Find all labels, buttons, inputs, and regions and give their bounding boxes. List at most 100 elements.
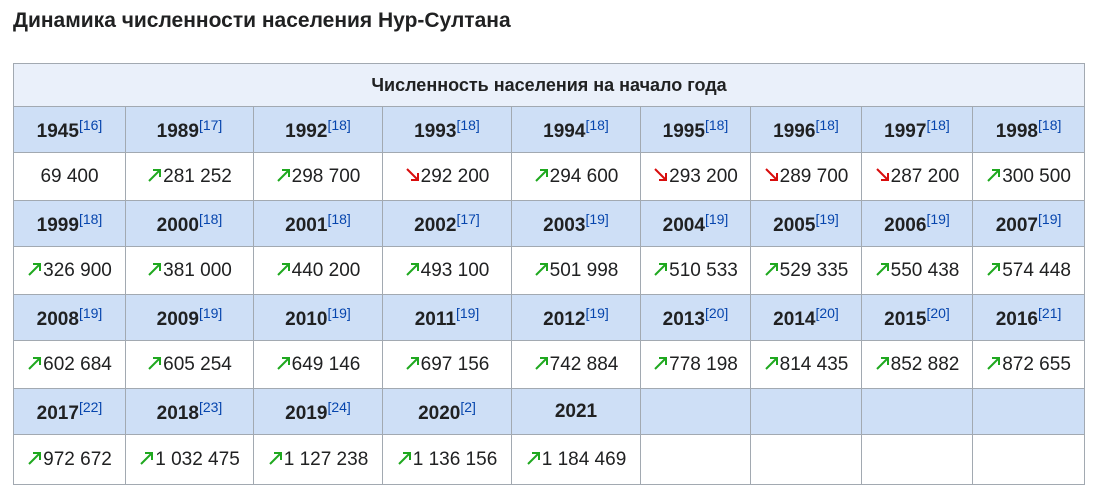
- year-cell: 2013[20]: [640, 294, 751, 341]
- year: 2019: [285, 402, 328, 424]
- trend-arrow-up: [148, 356, 162, 370]
- trend-arrow-up: [405, 262, 419, 276]
- year-cell: 1997[18]: [861, 106, 973, 153]
- value-cell: 1 184 469: [511, 434, 641, 485]
- reference-link[interactable]: [17]: [456, 210, 480, 227]
- reference-link[interactable]: [24]: [327, 398, 351, 415]
- year-cell: 2002[17]: [382, 200, 512, 247]
- reference-link[interactable]: [18]: [456, 116, 480, 133]
- reference-link[interactable]: [20]: [704, 304, 729, 321]
- value-cell: 1 127 238: [253, 434, 383, 485]
- year-cell: 2008[19]: [13, 294, 126, 341]
- reference-link[interactable]: [19]: [78, 304, 103, 321]
- population: 293 200: [669, 165, 738, 187]
- year: 2003: [543, 214, 586, 236]
- reference-link[interactable]: [18]: [327, 116, 351, 133]
- reference-link[interactable]: [18]: [327, 210, 351, 227]
- reference-link[interactable]: [19]: [815, 210, 839, 227]
- reference-link[interactable]: [2]: [460, 398, 476, 415]
- trend-arrow-down: [654, 167, 668, 181]
- trend-arrow-up: [987, 262, 1001, 276]
- year-cell: [861, 388, 973, 435]
- trend-arrow-up: [140, 451, 154, 465]
- population: 872 655: [1002, 353, 1071, 375]
- year: 2015: [884, 308, 927, 330]
- reference-link[interactable]: [18]: [1038, 116, 1062, 133]
- reference-link[interactable]: [18]: [198, 210, 223, 227]
- value-cell: 872 655: [971, 340, 1086, 389]
- population: 550 438: [890, 259, 960, 281]
- reference-link[interactable]: [19]: [327, 304, 351, 321]
- reference-link[interactable]: [19]: [455, 304, 480, 321]
- value-cell: 69 400: [13, 152, 126, 201]
- year: 1995: [662, 120, 705, 142]
- year-cell: 1992[18]: [253, 106, 383, 153]
- reference-link[interactable]: [19]: [926, 210, 950, 227]
- reference-link[interactable]: [19]: [1038, 210, 1062, 227]
- value-cell: 602 684: [13, 340, 126, 389]
- year: 2017: [36, 402, 79, 424]
- reference-link[interactable]: [16]: [78, 116, 103, 133]
- reference-link[interactable]: [20]: [926, 304, 950, 321]
- population: 1 136 156: [412, 448, 498, 470]
- reference-link[interactable]: [19]: [585, 304, 609, 321]
- reference-link[interactable]: [19]: [585, 210, 609, 227]
- population: 529 335: [779, 259, 849, 281]
- year-cell: 1998[18]: [971, 106, 1086, 153]
- population: 649 146: [291, 353, 361, 375]
- year-cell: 2006[19]: [861, 200, 973, 247]
- year-cell: 2019[24]: [253, 388, 383, 435]
- population: 289 700: [779, 165, 849, 187]
- population: 1 127 238: [283, 448, 369, 470]
- year-cell: 1995[18]: [640, 106, 751, 153]
- reference-link[interactable]: [19]: [704, 210, 729, 227]
- trend-arrow-up: [276, 356, 290, 370]
- value-cell: 814 435: [750, 340, 862, 389]
- year-cell: 2010[19]: [253, 294, 383, 341]
- population: 326 900: [43, 259, 112, 281]
- year-cell: 2014[20]: [750, 294, 862, 341]
- trend-arrow-up: [28, 356, 42, 370]
- year: 2010: [285, 308, 328, 330]
- value-row: 326 900 381 000 440 200 493 100 501 998 510 5…: [13, 246, 1086, 295]
- value-cell: 501 998: [511, 246, 641, 295]
- value-cell: [640, 434, 751, 485]
- trend-arrow-down: [875, 167, 889, 181]
- value-cell: 294 600: [511, 152, 641, 201]
- population: 381 000: [163, 259, 232, 281]
- caption-row: Численность населения на начало года: [12, 63, 1086, 107]
- reference-link[interactable]: [18]: [585, 116, 609, 133]
- year-cell: 2012[19]: [511, 294, 641, 341]
- population: 697 156: [420, 353, 490, 375]
- trend-arrow-up: [875, 356, 889, 370]
- reference-link[interactable]: [18]: [926, 116, 950, 133]
- reference-link[interactable]: [18]: [78, 210, 103, 227]
- year-cell: 2001[18]: [253, 200, 383, 247]
- reference-link[interactable]: [20]: [815, 304, 839, 321]
- population: 605 254: [163, 353, 232, 375]
- year: 1993: [414, 120, 457, 142]
- reference-link[interactable]: [22]: [78, 398, 103, 415]
- year: 2016: [995, 308, 1039, 330]
- trend-arrow-up: [654, 262, 668, 276]
- value-cell: 293 200: [640, 152, 751, 201]
- trend-arrow-up: [28, 262, 42, 276]
- population: 281 252: [163, 165, 232, 187]
- reference-link[interactable]: [18]: [704, 116, 729, 133]
- year-cell: 2004[19]: [640, 200, 751, 247]
- reference-link[interactable]: [17]: [198, 116, 223, 133]
- year-cell: 2005[19]: [750, 200, 862, 247]
- year-cell: 1993[18]: [382, 106, 512, 153]
- reference-link[interactable]: [23]: [198, 398, 223, 415]
- year-cell: 1999[18]: [13, 200, 126, 247]
- year-cell: [971, 388, 1086, 435]
- trend-arrow-down: [764, 167, 778, 181]
- reference-link[interactable]: [21]: [1038, 304, 1062, 321]
- value-cell: 381 000: [125, 246, 254, 295]
- value-cell: 289 700: [750, 152, 862, 201]
- population: 69 400: [40, 165, 99, 187]
- reference-link[interactable]: [18]: [815, 116, 839, 133]
- reference-link[interactable]: [19]: [198, 304, 223, 321]
- trend-arrow-up: [987, 168, 1001, 182]
- year-cell: 2017[22]: [13, 388, 126, 435]
